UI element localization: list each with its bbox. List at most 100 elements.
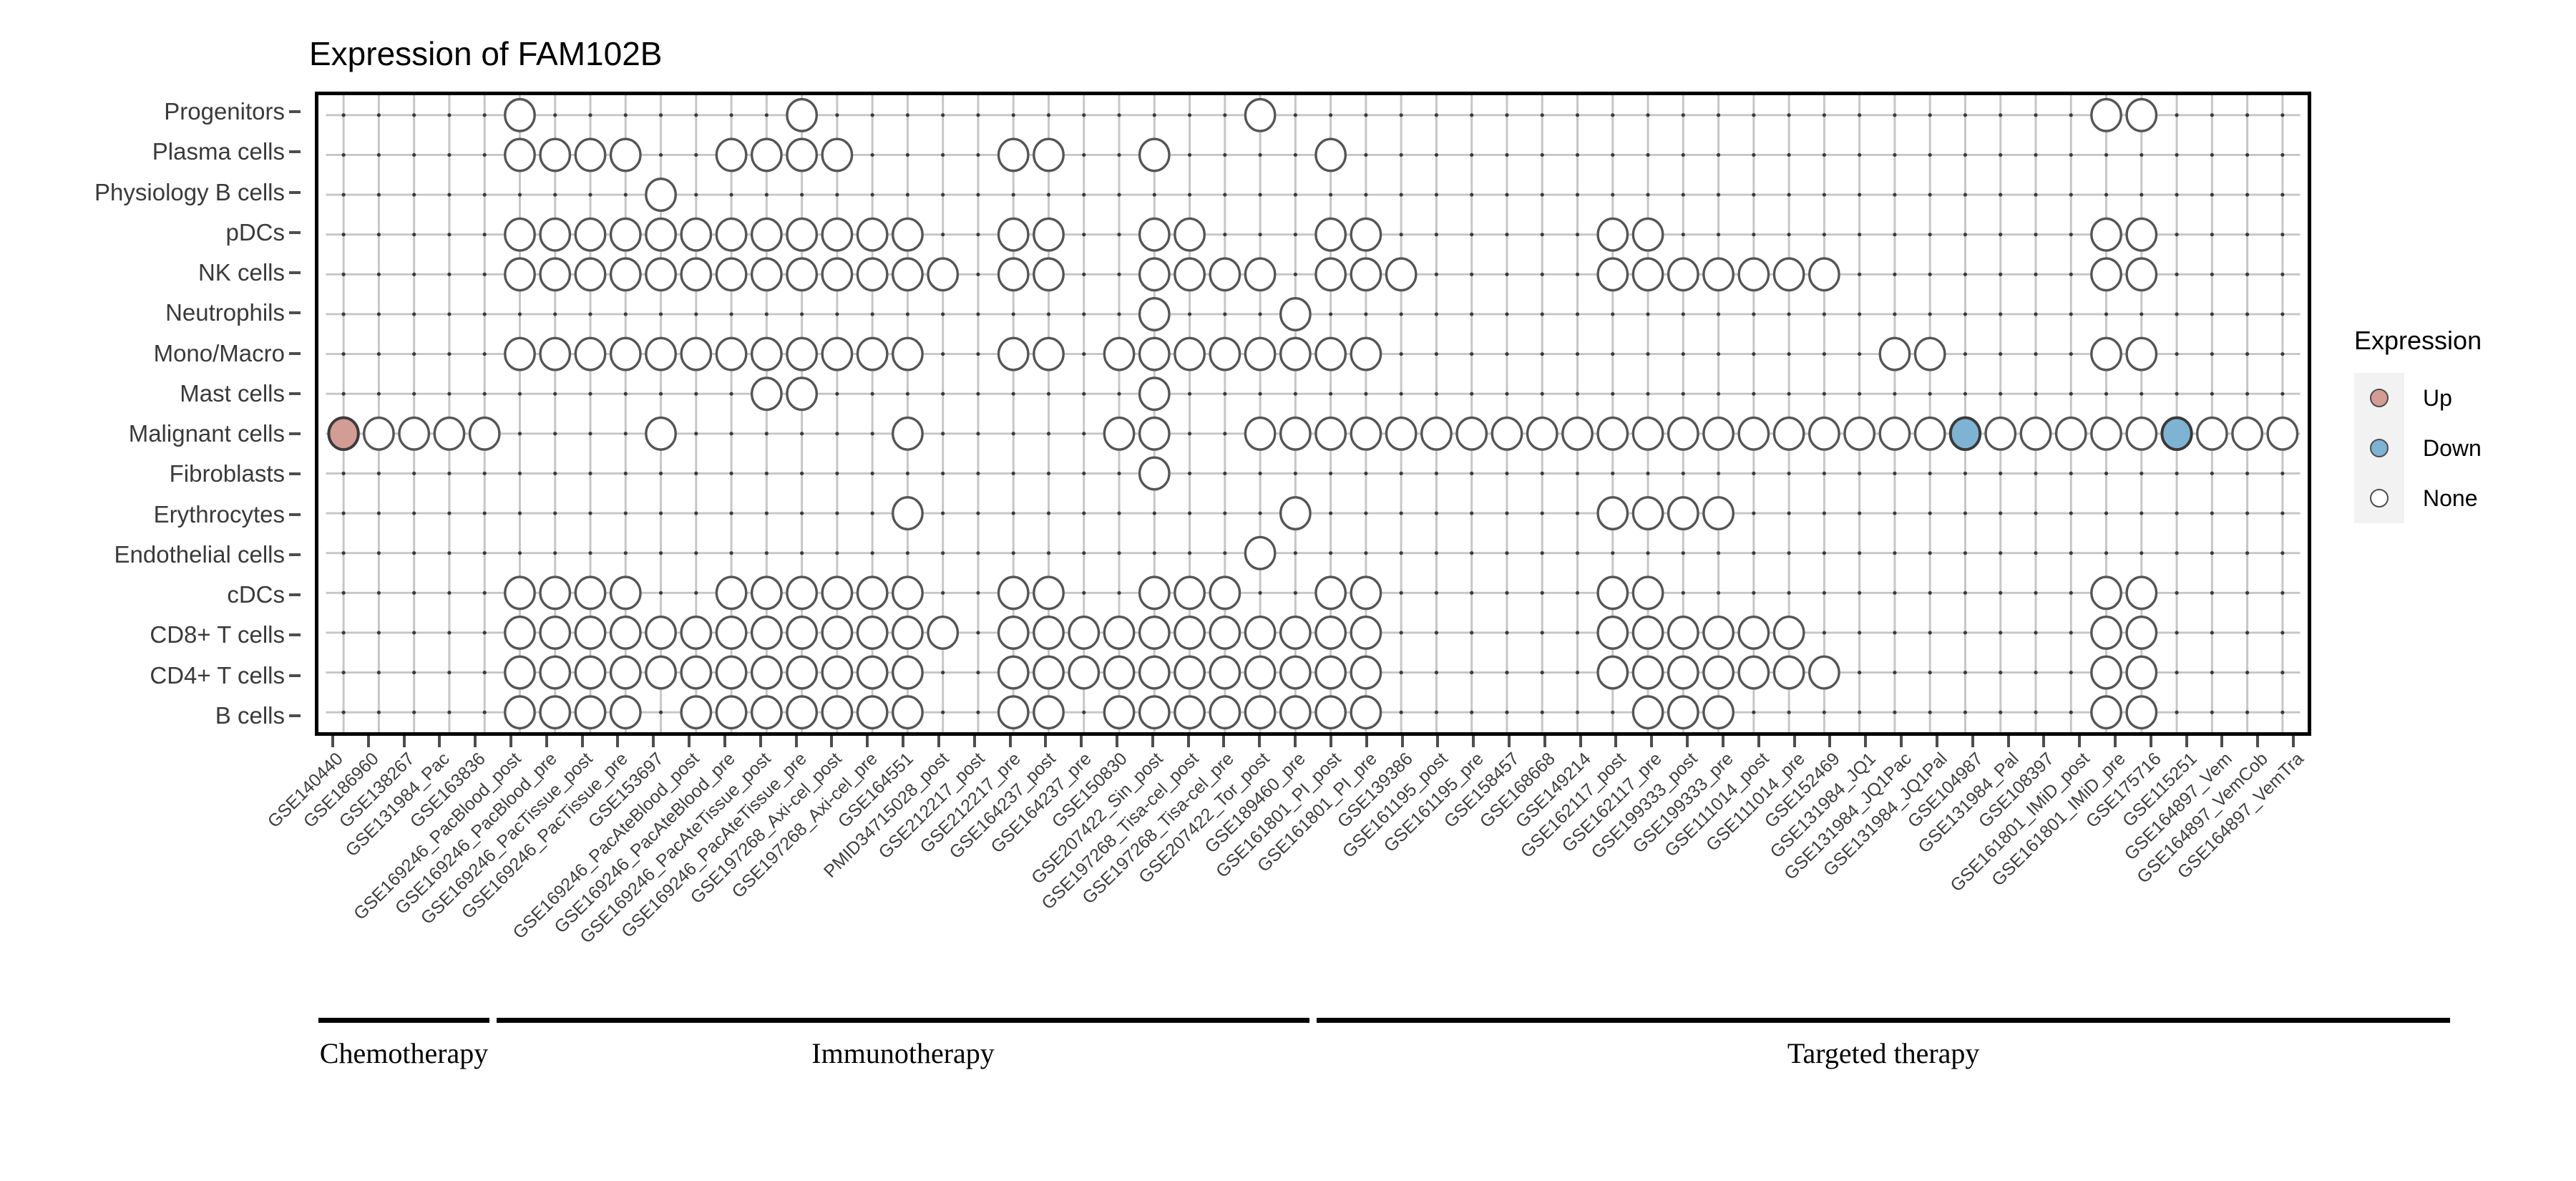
expression-dot <box>1526 416 1558 451</box>
y-axis-tick <box>289 351 301 355</box>
expression-dot <box>1596 575 1629 611</box>
expression-dot <box>1209 616 1241 650</box>
expression-dot <box>2125 695 2158 730</box>
expression-dot <box>2090 336 2122 371</box>
expression-dot <box>997 695 1030 730</box>
expression-dot <box>821 257 854 292</box>
expression-dot <box>539 336 572 371</box>
x-axis-tick <box>1400 736 1404 747</box>
expression-dot <box>609 616 642 650</box>
x-axis-tick <box>1792 736 1796 747</box>
expression-dot <box>1033 655 1065 690</box>
expression-dot <box>574 616 607 650</box>
expression-dot <box>1561 416 1594 451</box>
expression-dot <box>2195 416 2228 451</box>
expression-dot <box>1350 655 1382 690</box>
legend-item: None <box>2354 473 2569 523</box>
expression-dot <box>1631 655 1664 690</box>
expression-dot <box>1843 416 1876 451</box>
expression-dot <box>2125 336 2158 371</box>
expression-dot <box>786 616 818 650</box>
y-axis-label: Malignant cells <box>128 420 285 447</box>
expression-dot <box>539 655 572 690</box>
expression-dot <box>1631 496 1664 530</box>
y-axis-tick <box>289 150 301 154</box>
x-axis-tick <box>1900 736 1903 747</box>
expression-dot <box>715 217 748 252</box>
expression-dot <box>1138 616 1171 650</box>
expression-dot <box>821 336 854 371</box>
expression-dot <box>1138 336 1171 371</box>
x-axis-tick <box>1579 736 1582 747</box>
expression-dot <box>821 137 854 172</box>
expression-dot <box>574 336 607 371</box>
expression-dot <box>2019 416 2052 451</box>
expression-dot <box>1596 616 1629 650</box>
y-axis-label: cDCs <box>227 581 285 608</box>
expression-dot <box>1314 257 1347 292</box>
expression-dot <box>1103 336 1136 371</box>
expression-dot <box>1314 336 1347 371</box>
expression-dot <box>1350 217 1382 252</box>
x-axis-tick <box>2185 736 2188 747</box>
expression-dot <box>1631 416 1664 451</box>
expression-dot <box>1244 336 1277 371</box>
expression-dot <box>609 217 642 252</box>
expression-dot <box>892 655 924 690</box>
x-axis-tick <box>402 736 406 747</box>
expression-dot <box>1279 336 1312 371</box>
expression-dot <box>398 416 431 451</box>
expression-dot <box>1244 257 1277 292</box>
expression-dot <box>574 137 607 172</box>
expression-dot <box>1103 616 1136 650</box>
expression-dot <box>609 575 642 611</box>
expression-dot <box>821 217 854 252</box>
expression-dot <box>1244 97 1277 132</box>
expression-dot <box>504 616 536 650</box>
x-axis-tick <box>1864 736 1868 747</box>
expression-dot <box>1702 695 1735 730</box>
expression-dot <box>645 616 677 650</box>
x-axis-tick <box>2292 736 2296 747</box>
expression-dot <box>997 575 1030 611</box>
x-axis-tick <box>1044 736 1048 747</box>
y-axis-tick <box>289 230 301 234</box>
expression-dot <box>1279 416 1312 451</box>
expression-dot <box>856 655 889 690</box>
expression-dot <box>1138 217 1171 252</box>
expression-dot <box>2231 416 2263 451</box>
expression-dot <box>786 695 818 730</box>
expression-dot <box>1103 416 1136 451</box>
expression-dot <box>504 137 536 172</box>
expression-dot <box>1702 655 1735 690</box>
expression-dot <box>1314 217 1347 252</box>
x-axis-tick <box>1258 736 1262 747</box>
expression-dot <box>997 217 1030 252</box>
expression-dot <box>892 695 924 730</box>
legend-dot-icon <box>2370 389 2389 407</box>
expression-dot <box>1174 257 1206 292</box>
expression-dot <box>680 655 713 690</box>
expression-dot <box>1385 416 1418 451</box>
expression-dot <box>1033 336 1065 371</box>
y-axis-label: Fibroblasts <box>169 460 285 487</box>
expression-dot <box>750 336 783 371</box>
expression-dot <box>892 257 924 292</box>
expression-dot <box>786 137 818 172</box>
expression-dot <box>1878 336 1911 371</box>
expression-dot <box>715 655 748 690</box>
expression-dot <box>645 416 677 451</box>
legend-dot-icon <box>2370 489 2389 507</box>
legend-items: Up Down None <box>2354 373 2569 523</box>
y-axis-tick <box>289 593 301 597</box>
x-axis-tick <box>1151 736 1154 747</box>
group-range-bar <box>318 1018 490 1023</box>
expression-dot <box>1667 257 1699 292</box>
expression-dot <box>1596 217 1629 252</box>
x-axis-tick <box>474 736 477 747</box>
expression-dot <box>1737 655 1770 690</box>
expression-dot <box>1385 257 1418 292</box>
expression-dot <box>680 695 713 730</box>
expression-dot <box>856 217 889 252</box>
x-axis-tick <box>1080 736 1083 747</box>
